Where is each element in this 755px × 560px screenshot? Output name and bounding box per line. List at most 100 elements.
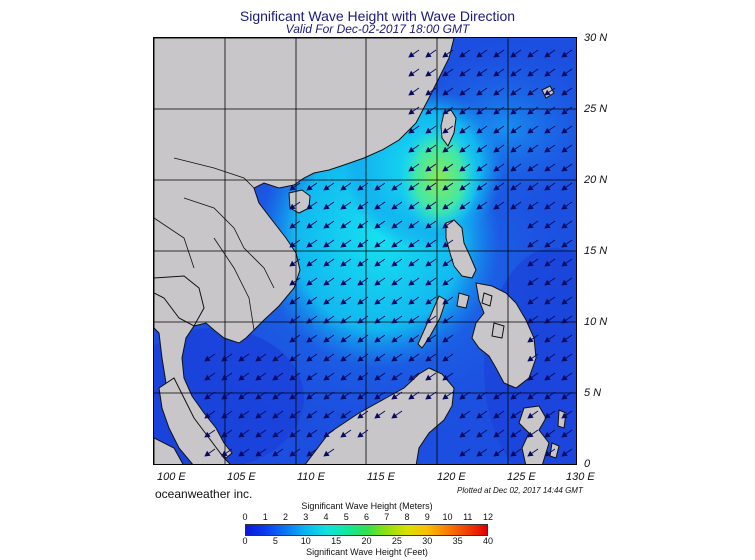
- wave-arrow-head: [561, 393, 568, 400]
- wave-arrow-head: [306, 374, 313, 381]
- wave-arrow-head: [391, 393, 398, 400]
- colorbar-feet-title: Significant Wave Height (Feet): [306, 547, 428, 557]
- wave-arrow-head: [408, 108, 415, 115]
- wave-arrow-head: [374, 412, 381, 419]
- wave-arrow-head: [459, 184, 466, 191]
- wave-arrow-head: [357, 317, 364, 324]
- wave-arrow-head: [425, 241, 432, 248]
- wave-arrow-head: [374, 279, 381, 286]
- wave-arrow-head: [255, 355, 262, 362]
- wave-arrow-head: [544, 431, 551, 438]
- wave-arrow-head: [323, 298, 330, 305]
- wave-arrow-head: [289, 412, 296, 419]
- wave-arrow-head: [459, 108, 466, 115]
- wave-arrow-head: [442, 298, 449, 305]
- wave-arrow-head: [306, 184, 313, 191]
- lat-label-15n: 15 N: [584, 245, 608, 257]
- plotted-timestamp: Plotted at Dec 02, 2017 14:44 GMT: [457, 486, 583, 495]
- wave-arrow-head: [408, 127, 415, 134]
- lat-label-30n: 30 N: [584, 32, 608, 44]
- wave-arrow-head: [306, 393, 313, 400]
- wave-arrow-head: [374, 393, 381, 400]
- wave-arrow-head: [408, 146, 415, 153]
- wave-arrow-head: [391, 412, 398, 419]
- wave-arrow-head: [374, 222, 381, 229]
- wave-arrow-head: [527, 203, 534, 210]
- wave-arrow-head: [544, 412, 551, 419]
- wave-arrow-head: [425, 260, 432, 267]
- wave-arrow-head: [527, 127, 534, 134]
- wave-arrow-head: [476, 108, 483, 115]
- wave-arrow-head: [374, 317, 381, 324]
- colorbar-meters-tick: 7: [384, 512, 390, 522]
- wave-arrow-head: [493, 127, 500, 134]
- wave-arrow-head: [204, 355, 211, 362]
- wave-arrow-head: [340, 374, 347, 381]
- wave-arrow-head: [340, 393, 347, 400]
- wave-arrow-head: [493, 412, 500, 419]
- wave-arrow-head: [561, 241, 568, 248]
- wave-arrow-head: [323, 431, 330, 438]
- wave-arrow-head: [238, 450, 245, 457]
- wave-arrow-head: [204, 431, 211, 438]
- wave-arrow-head: [561, 222, 568, 229]
- wave-arrow-head: [340, 336, 347, 343]
- wave-arrow-head: [408, 241, 415, 248]
- wave-arrow-head: [442, 146, 449, 153]
- wave-arrow-head: [323, 355, 330, 362]
- wave-arrow-head: [357, 279, 364, 286]
- wave-arrow-head: [510, 450, 517, 457]
- wave-arrow-head: [323, 336, 330, 343]
- wave-height-map: [153, 37, 577, 465]
- wave-arrow-head: [408, 336, 415, 343]
- colorbar-meters-tick: 0: [242, 512, 248, 522]
- wave-arrow-head: [544, 241, 551, 248]
- wave-arrow-head: [527, 336, 534, 343]
- wave-arrow-head: [323, 241, 330, 248]
- map-canvas: [154, 38, 576, 464]
- wave-arrow-head: [510, 393, 517, 400]
- lon-label-130e: 130 E: [566, 471, 595, 483]
- wave-arrow-head: [544, 317, 551, 324]
- wave-arrow-head: [289, 317, 296, 324]
- wave-arrow-head: [493, 203, 500, 210]
- wave-arrow-head: [442, 127, 449, 134]
- wave-arrow-head: [442, 184, 449, 191]
- wave-arrow-head: [357, 222, 364, 229]
- wave-arrow-head: [493, 51, 500, 58]
- colorbar-meters-tick: 3: [303, 512, 309, 522]
- wave-arrow-head: [561, 108, 568, 115]
- colorbar-meters-ticks: 0 1 2 3 4 5 6 7 8 9 10 11 12: [0, 512, 755, 524]
- colorbar-feet-tick: 20: [361, 536, 372, 546]
- colorbar-meters-title: Significant Wave Height (Meters): [301, 501, 433, 511]
- wave-arrow-head: [561, 317, 568, 324]
- lat-label-5n: 5 N: [584, 387, 602, 399]
- wave-arrow-head: [544, 184, 551, 191]
- wave-arrow-head: [238, 355, 245, 362]
- wave-arrow-head: [544, 298, 551, 305]
- wave-arrow-head: [408, 70, 415, 77]
- wave-arrow-head: [340, 298, 347, 305]
- wave-arrow-head: [408, 260, 415, 267]
- wave-arrow-head: [323, 184, 330, 191]
- wave-arrow-head: [527, 260, 534, 267]
- wave-arrow-head: [323, 317, 330, 324]
- graticule: [154, 38, 576, 464]
- wave-arrow-head: [493, 165, 500, 172]
- wave-arrow-head: [204, 374, 211, 381]
- wave-arrow-head: [255, 431, 262, 438]
- wave-arrow-head: [459, 70, 466, 77]
- wave-arrow-head: [493, 450, 500, 457]
- lon-label-105e: 105 E: [227, 471, 256, 483]
- wave-arrow-head: [306, 317, 313, 324]
- wave-arrow-head: [510, 203, 517, 210]
- wave-arrow-head: [374, 260, 381, 267]
- wave-arrow-head: [561, 203, 568, 210]
- wave-arrow-head: [459, 203, 466, 210]
- wave-arrow-head: [408, 298, 415, 305]
- colorbar-feet-tick: 25: [391, 536, 402, 546]
- wave-arrow-head: [221, 450, 228, 457]
- wave-arrow-head: [493, 393, 500, 400]
- wave-arrow-head: [340, 184, 347, 191]
- wave-arrow-head: [476, 51, 483, 58]
